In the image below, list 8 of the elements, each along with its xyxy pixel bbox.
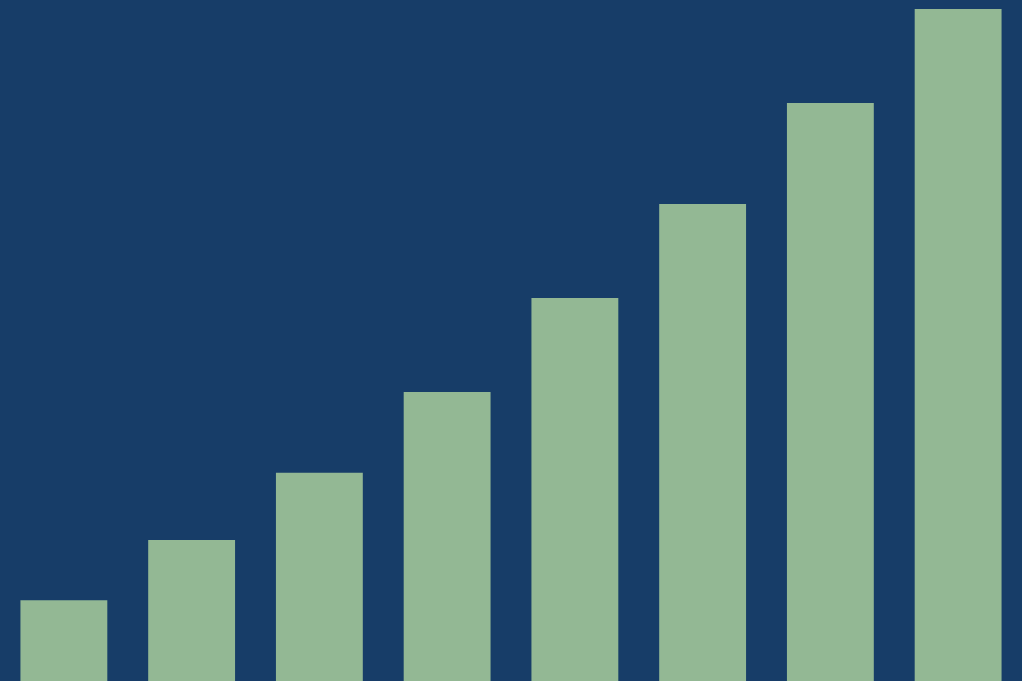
bar	[275, 472, 363, 681]
bar	[403, 392, 491, 681]
bar	[148, 539, 236, 681]
bar	[786, 103, 874, 681]
bar	[914, 9, 1002, 681]
bar	[659, 203, 747, 681]
bar	[531, 297, 619, 681]
bar	[20, 600, 108, 681]
